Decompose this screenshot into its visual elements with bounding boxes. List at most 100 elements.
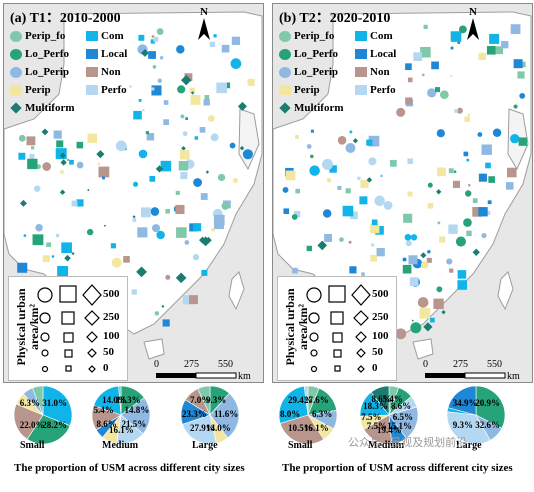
island-hainan (412, 338, 434, 360)
pie-label: 34.9% (452, 397, 478, 408)
city-marker-circle (76, 161, 84, 169)
city-marker-square (448, 168, 454, 174)
size-category-b-medium: Medium (368, 440, 405, 451)
map-canvas-a (4, 11, 263, 360)
legend-label: Multiform (294, 102, 344, 114)
size-category-b-small: Small (288, 440, 313, 451)
pie-label: 28.2% (42, 420, 68, 431)
city-marker-circle (368, 157, 377, 166)
city-marker-circle (519, 92, 526, 99)
city-marker-square (489, 33, 500, 44)
city-marker-square (29, 153, 35, 159)
city-marker-circle (349, 130, 353, 134)
city-marker-circle (192, 253, 200, 261)
city-marker-diamond (59, 152, 66, 159)
pie-slice-lo-perfo (475, 385, 506, 429)
city-marker-square (138, 98, 142, 102)
island-taiwan (228, 271, 245, 311)
city-marker-diamond (20, 199, 27, 207)
city-marker-circle (151, 224, 161, 233)
city-marker-square (405, 63, 412, 71)
city-marker-circle (150, 207, 160, 216)
city-marker-square (213, 34, 217, 38)
caption-a: The proportion of USM across different c… (14, 462, 245, 474)
city-marker-circle (142, 109, 145, 112)
city-marker-square (295, 188, 300, 194)
panel-title-a: (a) T1：2010-2000 (10, 11, 121, 26)
city-marker-circle (492, 128, 502, 137)
size-legend-symbols (37, 284, 102, 373)
com-swatch (86, 31, 98, 41)
city-marker-square (478, 173, 487, 182)
scale-bar-b: 0 275 550 km (423, 359, 527, 382)
city-marker-circle (165, 274, 171, 280)
pie-label: 9.3% (205, 395, 227, 406)
city-marker-square (419, 307, 431, 319)
city-marker-square (176, 227, 187, 238)
perip-swatch (10, 85, 22, 95)
pie-slice-non (279, 414, 325, 445)
city-marker-square (452, 180, 461, 188)
city-marker-circle (184, 240, 190, 245)
size-value: 250 (372, 311, 389, 323)
city-marker-square (430, 317, 435, 323)
city-marker-square (57, 265, 69, 277)
pie-label: 8.0% (280, 409, 301, 419)
pie-label: 23.3% (182, 409, 207, 419)
size-value: 50 (372, 346, 383, 358)
pie-slice-lo-perip (120, 397, 151, 435)
city-marker-circle (404, 233, 412, 241)
city-marker-square (160, 160, 172, 172)
north-arrow-b: N (466, 6, 480, 45)
map-panel-a: (a) T1：2010-2000 Perip_fo Lo_Perfo Lo_Pe… (3, 3, 264, 383)
city-marker-diamond (175, 272, 187, 284)
city-marker-circle (402, 257, 407, 262)
city-marker-square (71, 200, 78, 207)
city-marker-square (162, 319, 170, 327)
pie-slice-local (447, 385, 477, 416)
north-label: N (200, 6, 208, 18)
legend-label: Perip_fo (25, 30, 66, 42)
city-marker-diamond (103, 224, 107, 227)
size-value: 100 (372, 330, 389, 342)
city-marker-diamond (140, 48, 149, 57)
city-marker-square (359, 196, 368, 205)
watermark: 公众号 · 景观及规划前沿 (348, 437, 468, 449)
city-marker-square (132, 218, 137, 222)
city-marker-square (310, 129, 314, 133)
city-marker-square (450, 31, 462, 42)
non-swatch (86, 67, 98, 77)
city-marker-circle (427, 249, 431, 254)
city-marker-square (146, 133, 155, 141)
city-marker-circle (337, 136, 347, 145)
city-marker-square (350, 211, 358, 220)
city-marker-circle (450, 74, 453, 78)
city-marker-square (485, 162, 491, 169)
city-marker-circle (221, 202, 230, 210)
pie-label: 8.6% (390, 401, 412, 412)
pie-slice-perip-fo (197, 385, 211, 416)
city-marker-circle (230, 58, 242, 69)
lo-perip-swatch (279, 66, 291, 78)
scale-unit: km (238, 371, 251, 382)
city-marker-square (427, 202, 434, 209)
pie-label: 6.3% (19, 397, 40, 408)
city-marker-square (466, 230, 472, 237)
city-marker-square (151, 85, 162, 96)
city-marker-square (151, 87, 155, 91)
legend-label: Multiform (25, 102, 75, 114)
city-marker-circle (464, 190, 472, 197)
city-marker-square (481, 144, 492, 155)
pie-label: 22.0% (19, 420, 45, 431)
non-swatch (355, 67, 367, 77)
city-marker-square (56, 140, 64, 148)
city-marker-circle (35, 223, 43, 232)
city-marker-circle (427, 88, 437, 98)
city-marker-square (61, 242, 72, 254)
city-marker-square (175, 204, 185, 215)
city-marker-diamond (199, 236, 206, 244)
legend-label: Non (101, 66, 121, 78)
legend-label: Lo_Perfo (294, 48, 338, 60)
size-value: 0 (372, 362, 378, 374)
city-marker-circle (346, 210, 353, 216)
